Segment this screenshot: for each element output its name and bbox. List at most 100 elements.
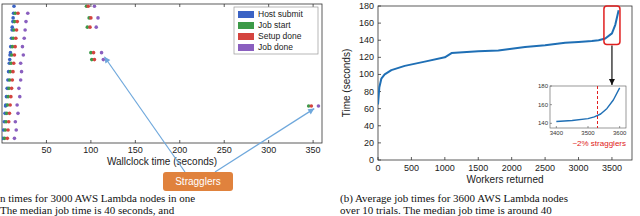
caption: over 10 trials. The median job time is a… — [340, 204, 552, 216]
legend-swatch — [238, 44, 254, 51]
point — [94, 25, 98, 29]
annotation-arrow-head — [104, 57, 110, 64]
x-tick-label: 200 — [172, 145, 187, 155]
legend-swatch — [238, 11, 254, 18]
point — [93, 5, 97, 9]
point — [22, 36, 26, 40]
x-tick-label: 350 — [306, 145, 321, 155]
x-tick — [268, 4, 269, 7]
x-tick — [46, 140, 47, 143]
point — [88, 25, 92, 29]
legend-swatch — [238, 33, 254, 40]
x-tick — [224, 4, 225, 7]
x-tick — [179, 140, 180, 143]
x-tick — [478, 157, 479, 160]
point — [21, 45, 25, 49]
legend-label: Job start — [258, 20, 291, 30]
point — [317, 104, 321, 108]
y-tick-label: 60 — [364, 104, 374, 114]
point — [17, 87, 21, 91]
annotation-box — [163, 172, 233, 191]
annotation-arrow-shaft — [104, 57, 185, 172]
point — [11, 16, 15, 20]
inset-line-group — [556, 86, 619, 128]
y-tick — [378, 142, 381, 143]
x-tick-label: 1000 — [435, 163, 455, 173]
point — [102, 58, 106, 62]
data-points — [2, 5, 320, 141]
legend-label: Setup done — [258, 31, 302, 41]
inset-y-tick — [550, 123, 552, 124]
point — [16, 11, 20, 15]
x-tick — [411, 157, 412, 160]
point — [16, 112, 20, 116]
point — [6, 128, 10, 132]
inset-y-tick-label: 160 — [538, 102, 549, 108]
legend-box — [234, 7, 318, 54]
x-tick — [611, 157, 612, 160]
point — [15, 20, 19, 24]
y-tick-label: 120 — [359, 52, 374, 62]
x-tick-label: 0 — [375, 163, 380, 173]
y-axis-label: Time (seconds) — [341, 49, 352, 118]
plot-frame — [378, 6, 632, 160]
point — [24, 20, 28, 24]
x-tick — [511, 157, 512, 160]
point — [26, 11, 30, 15]
point — [15, 103, 19, 107]
point — [14, 120, 18, 124]
inset-x-tick-label: 3600 — [613, 130, 627, 136]
point — [8, 58, 12, 62]
y-tick-label: 20 — [364, 138, 374, 148]
annotation-arrow-head — [308, 109, 315, 115]
point — [18, 95, 22, 99]
point — [12, 5, 16, 9]
highlight-box — [604, 6, 620, 45]
y-tick-label: 100 — [359, 69, 374, 79]
y-tick — [378, 125, 381, 126]
y-tick-label: 40 — [364, 121, 374, 131]
y-tick — [378, 108, 381, 109]
x-tick-label: 50 — [41, 145, 51, 155]
inset-annotation: ~2% stragglers — [572, 139, 626, 148]
point — [13, 53, 17, 57]
point — [96, 16, 100, 20]
x-tick — [90, 4, 91, 7]
y-tick — [378, 57, 381, 58]
x-tick — [313, 4, 314, 7]
y-tick — [378, 40, 381, 41]
x-tick — [90, 140, 91, 143]
y-tick-label: 160 — [359, 18, 374, 28]
x-tick — [135, 4, 136, 7]
inset-arrow-head — [609, 79, 615, 85]
x-tick-label: 3500 — [602, 163, 622, 173]
annotation-text: Stragglers — [175, 176, 221, 187]
legend-label: Job done — [258, 42, 293, 52]
x-tick — [313, 140, 314, 143]
annotation-arrow — [104, 57, 185, 172]
caption: The median job time is 40 seconds, and — [0, 204, 175, 216]
x-axis-label: Wallclock time (seconds) — [107, 156, 217, 167]
point — [15, 28, 19, 32]
point — [11, 70, 15, 74]
inset-y-tick-label: 180 — [538, 83, 549, 89]
y-tick-label: 180 — [359, 1, 374, 11]
x-axis-label: Workers returned — [466, 174, 543, 185]
x-tick — [224, 140, 225, 143]
x-tick-label: 1500 — [468, 163, 488, 173]
point — [14, 128, 18, 132]
point — [20, 70, 24, 74]
y-tick-label: 80 — [364, 87, 374, 97]
x-tick — [545, 157, 546, 160]
inset-arrow — [609, 46, 615, 86]
point — [93, 58, 97, 62]
x-tick-label: 250 — [217, 145, 232, 155]
point — [100, 51, 104, 55]
point — [6, 137, 10, 141]
inset-x-tick-label: 3500 — [581, 130, 595, 136]
x-tick-label: 150 — [128, 145, 143, 155]
point — [13, 137, 17, 141]
plot-frame — [2, 4, 322, 143]
point — [8, 112, 12, 116]
legend: Host submitJob startSetup doneJob done — [234, 7, 318, 54]
